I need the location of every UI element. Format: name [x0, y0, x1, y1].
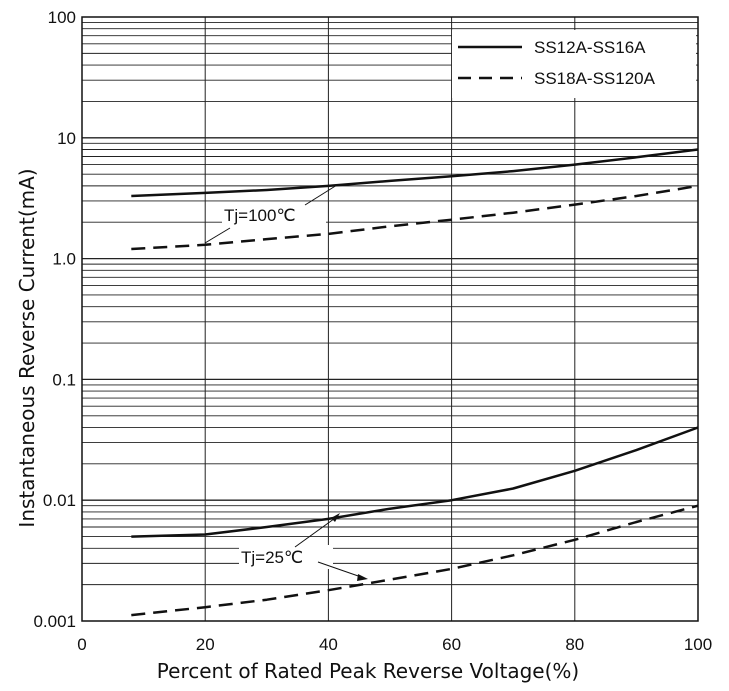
annotation-leader [317, 561, 365, 579]
x-tick-label: 80 [565, 635, 584, 654]
annotation-bg [239, 545, 333, 569]
annotation-label: Tj=100℃ [224, 206, 296, 225]
x-tick-label: 100 [684, 635, 712, 654]
plot-frame [81, 16, 699, 622]
x-tick-labels: 0 20 40 60 80 100 [77, 635, 712, 654]
annotation-leader [204, 227, 231, 244]
series-line-dashed-2 [131, 184, 699, 251]
y-tick-labels: 0.001 0.01 0.1 1.0 10 100 [33, 8, 76, 631]
y-tick-label: 0.1 [52, 370, 76, 389]
series-line-solid-3 [131, 426, 699, 538]
y-tick-label: 10 [57, 129, 76, 148]
x-axis-label: Percent of Rated Peak Reverse Voltage(%) [157, 659, 579, 683]
plot-area [82, 17, 698, 621]
annotation-bg [222, 203, 326, 227]
annotation-tj25: Tj=25℃ [239, 513, 368, 581]
x-tick-label: 20 [196, 635, 215, 654]
arrow-head [357, 574, 368, 581]
legend-label-series-2: SS18A-SS120A [534, 69, 656, 88]
arrow-head [331, 513, 340, 522]
y-axis-label: Instantaneous Reverse Current(mA) [15, 168, 39, 527]
annotation-tj100: Tj=100℃ [204, 184, 338, 244]
series-line-dashed-4 [131, 504, 699, 617]
annotation-leader [304, 184, 338, 206]
y-tick-label: 100 [48, 8, 76, 27]
legend-label-series-1: SS12A-SS16A [534, 38, 646, 57]
x-tick-label: 60 [442, 635, 461, 654]
annotation-leader [294, 515, 339, 548]
x-tick-label: 40 [319, 635, 338, 654]
series-line-solid-1 [131, 148, 699, 198]
y-tick-label: 1.0 [52, 250, 76, 269]
series-lines [131, 148, 699, 617]
y-tick-label: 0.01 [43, 491, 76, 510]
legend-box [452, 30, 696, 98]
annotation-label: Tj=25℃ [241, 548, 303, 567]
x-tick-label: 0 [77, 635, 86, 654]
y-tick-label: 0.001 [33, 612, 76, 631]
legend: SS12A-SS16A SS18A-SS120A [452, 30, 696, 98]
